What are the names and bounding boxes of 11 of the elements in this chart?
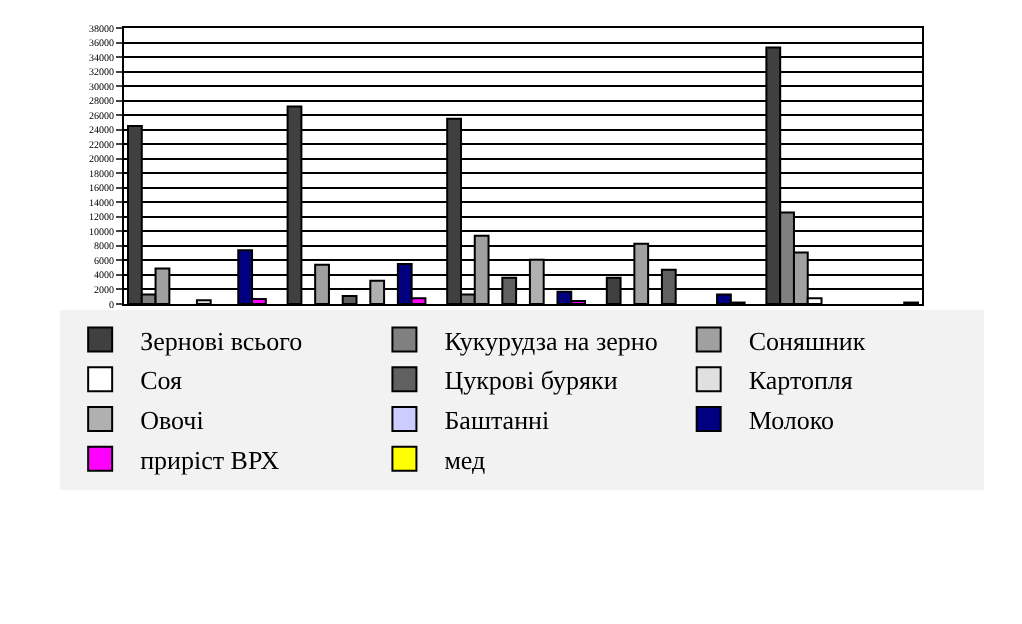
legend-label: Соняшник bbox=[748, 325, 867, 356]
legend-label: Соя bbox=[140, 365, 183, 396]
legend-label: Баштанні bbox=[444, 405, 550, 436]
legend-label: Зернові всього bbox=[140, 325, 303, 356]
legend-label: Молоко bbox=[748, 405, 835, 436]
legend-label: мед bbox=[444, 444, 487, 475]
legend-label: Цукрові буряки bbox=[444, 365, 618, 396]
legend-label: приріст ВРХ bbox=[140, 444, 281, 475]
legend-label: Кукурудза на зерно bbox=[444, 325, 658, 356]
legend-label: Овочі bbox=[140, 405, 205, 436]
legend-label: Картопля bbox=[748, 365, 853, 396]
